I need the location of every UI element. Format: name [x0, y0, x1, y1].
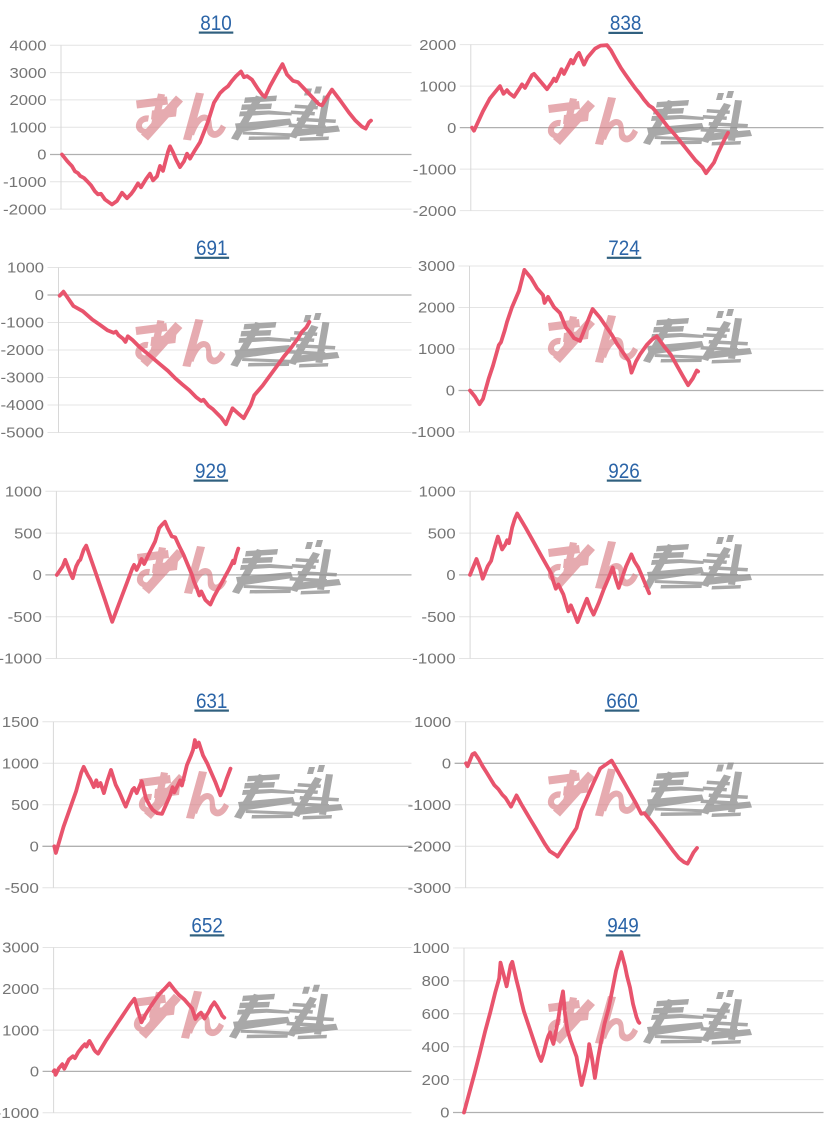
svg-text:1000: 1000: [2, 1023, 39, 1039]
svg-text:838: 838: [610, 12, 642, 35]
svg-text:-1000: -1000: [408, 798, 452, 814]
svg-text:2000: 2000: [2, 982, 39, 998]
svg-text:200: 200: [422, 1073, 450, 1089]
svg-text:-2000: -2000: [1, 343, 45, 359]
svg-text:-2000: -2000: [3, 202, 47, 218]
svg-text:800: 800: [422, 974, 450, 990]
svg-text:3000: 3000: [10, 66, 47, 82]
svg-text:0: 0: [446, 568, 455, 584]
svg-text:-5000: -5000: [1, 426, 45, 442]
svg-text:0: 0: [447, 121, 456, 137]
svg-text:0: 0: [446, 384, 455, 400]
svg-text:929: 929: [195, 460, 227, 483]
svg-text:1000: 1000: [419, 485, 456, 501]
svg-text:4000: 4000: [10, 39, 47, 55]
svg-text:691: 691: [196, 237, 228, 260]
svg-text:1000: 1000: [418, 342, 455, 358]
svg-text:0: 0: [30, 1065, 39, 1081]
svg-text:3000: 3000: [418, 259, 455, 275]
svg-text:2000: 2000: [10, 93, 47, 109]
svg-text:-1000: -1000: [412, 652, 456, 668]
svg-text:600: 600: [422, 1007, 450, 1023]
svg-text:-2000: -2000: [408, 840, 452, 856]
svg-text:-500: -500: [421, 610, 455, 626]
svg-text:949: 949: [607, 915, 639, 938]
svg-text:1000: 1000: [5, 485, 42, 501]
svg-text:-1000: -1000: [412, 425, 456, 441]
svg-text:810: 810: [200, 12, 232, 35]
svg-text:-4000: -4000: [1, 398, 45, 414]
svg-text:0: 0: [30, 840, 39, 856]
svg-text:-3000: -3000: [408, 881, 452, 897]
svg-text:500: 500: [428, 526, 456, 542]
svg-text:-1000: -1000: [0, 652, 42, 668]
svg-text:1000: 1000: [414, 715, 451, 731]
svg-text:1000: 1000: [10, 120, 47, 136]
svg-text:0: 0: [33, 568, 42, 584]
svg-text:-1000: -1000: [1, 316, 45, 332]
svg-text:1500: 1500: [2, 715, 39, 731]
svg-text:0: 0: [442, 757, 451, 773]
svg-text:500: 500: [11, 798, 39, 814]
svg-text:724: 724: [608, 237, 640, 260]
svg-text:400: 400: [422, 1040, 450, 1056]
svg-text:0: 0: [35, 288, 44, 304]
svg-text:-1000: -1000: [3, 175, 47, 191]
svg-text:2000: 2000: [419, 38, 456, 54]
svg-text:-2000: -2000: [413, 204, 457, 220]
svg-text:-3000: -3000: [1, 371, 45, 387]
svg-text:-500: -500: [8, 610, 42, 626]
svg-text:1000: 1000: [7, 261, 44, 277]
svg-text:3000: 3000: [2, 941, 39, 957]
svg-text:-500: -500: [5, 881, 39, 897]
svg-text:652: 652: [191, 915, 223, 938]
svg-text:-1000: -1000: [0, 1106, 39, 1122]
svg-text:631: 631: [196, 690, 228, 713]
svg-text:0: 0: [440, 1106, 449, 1122]
svg-text:926: 926: [608, 460, 640, 483]
svg-text:660: 660: [606, 690, 638, 713]
svg-text:500: 500: [14, 526, 42, 542]
svg-text:2000: 2000: [418, 301, 455, 317]
svg-text:1000: 1000: [413, 941, 450, 957]
svg-text:-1000: -1000: [413, 162, 457, 178]
svg-text:1000: 1000: [2, 757, 39, 773]
svg-text:0: 0: [37, 148, 46, 164]
svg-text:1000: 1000: [419, 79, 456, 95]
